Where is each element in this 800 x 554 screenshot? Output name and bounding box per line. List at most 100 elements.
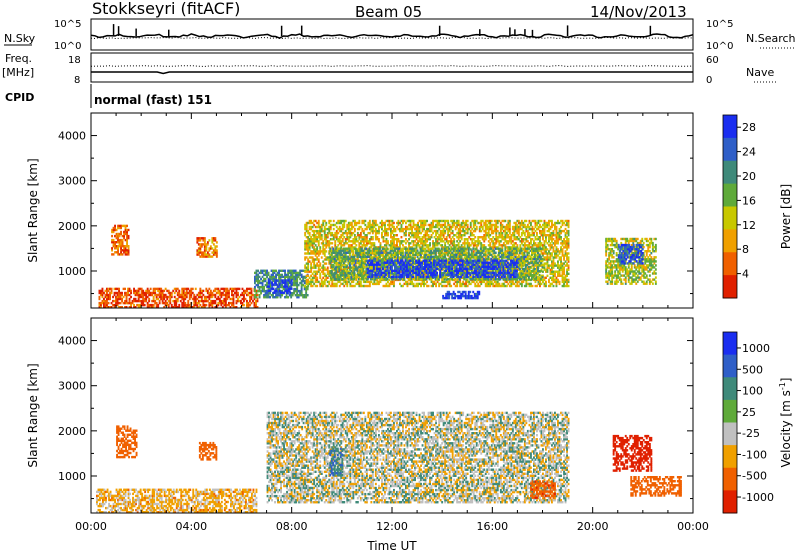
heatmap-cell [214,306,217,309]
heatmap-cell [513,252,516,255]
heatmap-cell [112,226,115,230]
heatmap-cell [317,264,320,267]
heatmap-cell [173,287,176,291]
heatmap-cell [329,249,332,252]
heatmap-cell [460,236,463,239]
heatmap-cell [203,237,206,240]
heatmap-cell [433,225,436,229]
heatmap-cell [420,284,422,288]
heatmap-cell [319,272,322,275]
heatmap-cell [489,258,492,261]
heatmap-cell [347,266,350,269]
heatmap-cell [385,244,388,247]
heatmap-cell [504,227,507,231]
heatmap-cell [356,240,359,243]
heatmap-cell [441,229,444,233]
heatmap-cell [396,256,398,259]
heatmap-cell [447,258,450,261]
heatmap-cell [332,255,335,258]
heatmap-cell [341,271,344,275]
heatmap-cell [459,229,462,233]
heatmap-cell [448,229,451,233]
heatmap-cell [311,234,314,237]
heatmap-cell [433,236,436,239]
heatmap-cell [481,246,484,249]
heatmap-cell [287,275,290,279]
heatmap-cell [267,287,270,291]
heatmap-cell [507,229,510,233]
heatmap-cell [402,244,404,247]
heatmap-cell [114,234,116,238]
heatmap-cell [212,293,215,297]
heatmap-cell [299,292,302,295]
heatmap-cell [275,281,277,285]
heatmap-cell [546,254,549,257]
heatmap-cell [336,276,339,279]
heatmap-cell [536,254,538,257]
heatmap-cell [279,275,282,279]
heatmap-cell [303,294,306,297]
heatmap-cell [551,238,553,241]
heatmap-cell [176,297,179,301]
heatmap-cell [359,234,362,237]
heatmap-cell [390,219,392,223]
heatmap-cell [554,278,556,282]
heatmap-cell [199,239,202,242]
heatmap-cell [243,289,245,293]
heatmap-cell [205,245,208,248]
heatmap-cell [350,266,353,269]
heatmap-cell [558,236,561,239]
heatmap-cell [457,219,460,223]
heatmap-cell [121,297,123,301]
heatmap-cell [430,229,433,233]
heatmap-cell [564,280,567,284]
heatmap-cell [131,299,134,303]
heatmap-cell [561,264,564,267]
heatmap-cell [313,238,316,241]
heatmap-cell [501,244,504,247]
heatmap-cell [112,241,115,244]
heatmap-cell [408,234,410,237]
heatmap-cell [514,229,517,233]
heatmap-cell [305,268,308,271]
heatmap-cell [414,284,416,288]
heatmap-cell [481,236,484,239]
heatmap-cell [314,274,317,277]
heatmap-cell [332,278,335,281]
heatmap-cell [274,289,276,292]
heatmap-cell [316,256,319,259]
heatmap-cell [328,280,331,284]
heatmap-cell [355,240,358,243]
heatmap-cell [454,234,457,237]
heatmap-cell [308,246,311,249]
heatmap-cell [339,263,342,267]
heatmap-cell [433,242,436,245]
heatmap-cell [477,244,480,247]
heatmap-cell [270,294,273,297]
heatmap-cell [288,269,291,272]
heatmap-cell [492,284,495,288]
heatmap-cell [250,291,253,295]
heatmap-cell [338,274,341,277]
heatmap-cell [152,303,155,307]
heatmap-cell [344,278,347,281]
heatmap-cell [269,275,271,279]
heatmap-cell [160,291,163,295]
heatmap-cell [130,289,132,293]
heatmap-cell [533,260,535,263]
heatmap-cell [417,227,419,231]
heatmap-cell [323,272,326,275]
heatmap-cell [472,250,475,253]
heatmap-cell [511,240,514,243]
heatmap-cell [566,252,568,255]
heatmap-cell [399,282,401,286]
heatmap-cell [304,248,307,251]
heatmap-cell [232,295,235,299]
heatmap-cell [492,282,495,286]
heatmap-cell [414,240,416,243]
heatmap-cell [466,284,469,288]
heatmap-cell [263,296,265,299]
heatmap-cell [316,262,319,265]
heatmap-cell [290,287,293,290]
heatmap-cell [530,240,532,243]
